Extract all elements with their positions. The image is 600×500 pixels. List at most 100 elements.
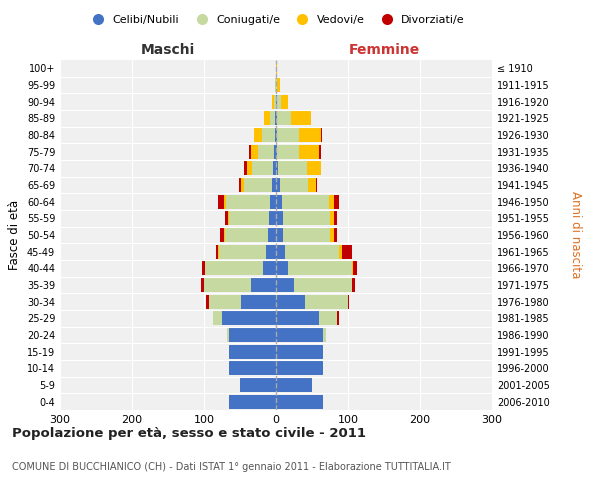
Bar [329, 194, 334, 209]
Bar [269, 211, 276, 226]
Bar [269, 194, 276, 209]
Bar [334, 228, 337, 242]
Bar [352, 261, 353, 276]
Bar [330, 228, 334, 242]
Bar [277, 144, 299, 159]
Bar [277, 78, 280, 92]
Bar [228, 211, 229, 226]
Bar [276, 211, 283, 226]
Bar [323, 328, 326, 342]
Bar [224, 194, 226, 209]
Bar [334, 211, 337, 226]
Bar [251, 162, 273, 175]
Bar [202, 261, 205, 276]
Legend: Celibi/Nubili, Coniugati/e, Vedovi/e, Divorziati/e: Celibi/Nubili, Coniugati/e, Vedovi/e, Di… [83, 10, 469, 29]
Bar [276, 94, 277, 109]
Bar [276, 394, 323, 409]
Text: Popolazione per età, sesso e stato civile - 2011: Popolazione per età, sesso e stato civil… [12, 428, 366, 440]
Bar [276, 244, 286, 259]
Bar [276, 162, 278, 175]
Bar [247, 162, 251, 175]
Bar [251, 144, 258, 159]
Bar [341, 244, 352, 259]
Bar [225, 211, 228, 226]
Bar [275, 78, 276, 92]
Bar [275, 128, 276, 142]
Bar [276, 144, 277, 159]
Bar [239, 178, 241, 192]
Bar [214, 311, 222, 326]
Bar [250, 144, 251, 159]
Bar [307, 162, 322, 175]
Bar [229, 211, 269, 226]
Bar [277, 112, 291, 126]
Text: Femmine: Femmine [349, 42, 419, 56]
Bar [353, 261, 356, 276]
Bar [258, 144, 274, 159]
Bar [274, 144, 276, 159]
Bar [219, 244, 266, 259]
Bar [229, 344, 276, 359]
Bar [275, 112, 276, 126]
Bar [276, 128, 277, 142]
Bar [276, 294, 305, 308]
Bar [268, 228, 276, 242]
Bar [276, 178, 280, 192]
Bar [215, 244, 218, 259]
Bar [319, 144, 320, 159]
Bar [276, 194, 282, 209]
Bar [276, 378, 312, 392]
Bar [222, 311, 276, 326]
Bar [308, 178, 316, 192]
Bar [220, 228, 224, 242]
Bar [204, 278, 251, 292]
Bar [330, 211, 334, 226]
Bar [278, 162, 307, 175]
Bar [276, 311, 319, 326]
Bar [273, 162, 276, 175]
Bar [276, 361, 323, 376]
Bar [276, 228, 283, 242]
Bar [264, 112, 269, 126]
Bar [276, 328, 323, 342]
Bar [287, 261, 352, 276]
Bar [276, 112, 277, 126]
Bar [320, 128, 322, 142]
Bar [229, 394, 276, 409]
Bar [283, 228, 330, 242]
Bar [240, 378, 276, 392]
Bar [225, 228, 268, 242]
Bar [251, 278, 276, 292]
Bar [218, 244, 219, 259]
Bar [286, 244, 340, 259]
Y-axis label: Anni di nascita: Anni di nascita [569, 192, 582, 278]
Bar [348, 294, 349, 308]
Bar [218, 194, 224, 209]
Bar [277, 94, 281, 109]
Bar [316, 178, 317, 192]
Bar [334, 194, 338, 209]
Bar [244, 178, 272, 192]
Y-axis label: Fasce di età: Fasce di età [8, 200, 21, 270]
Bar [226, 194, 269, 209]
Bar [337, 311, 338, 326]
Bar [206, 294, 209, 308]
Bar [229, 328, 276, 342]
Bar [263, 261, 276, 276]
Bar [276, 344, 323, 359]
Bar [280, 178, 308, 192]
Bar [277, 128, 299, 142]
Bar [294, 278, 352, 292]
Bar [282, 194, 329, 209]
Bar [283, 211, 330, 226]
Bar [224, 228, 225, 242]
Bar [276, 62, 277, 76]
Bar [266, 244, 276, 259]
Bar [262, 128, 275, 142]
Text: COMUNE DI BUCCHIANICO (CH) - Dati ISTAT 1° gennaio 2011 - Elaborazione TUTTITALI: COMUNE DI BUCCHIANICO (CH) - Dati ISTAT … [12, 462, 451, 472]
Bar [244, 162, 247, 175]
Bar [229, 361, 276, 376]
Bar [274, 94, 276, 109]
Bar [291, 112, 311, 126]
Bar [227, 328, 229, 342]
